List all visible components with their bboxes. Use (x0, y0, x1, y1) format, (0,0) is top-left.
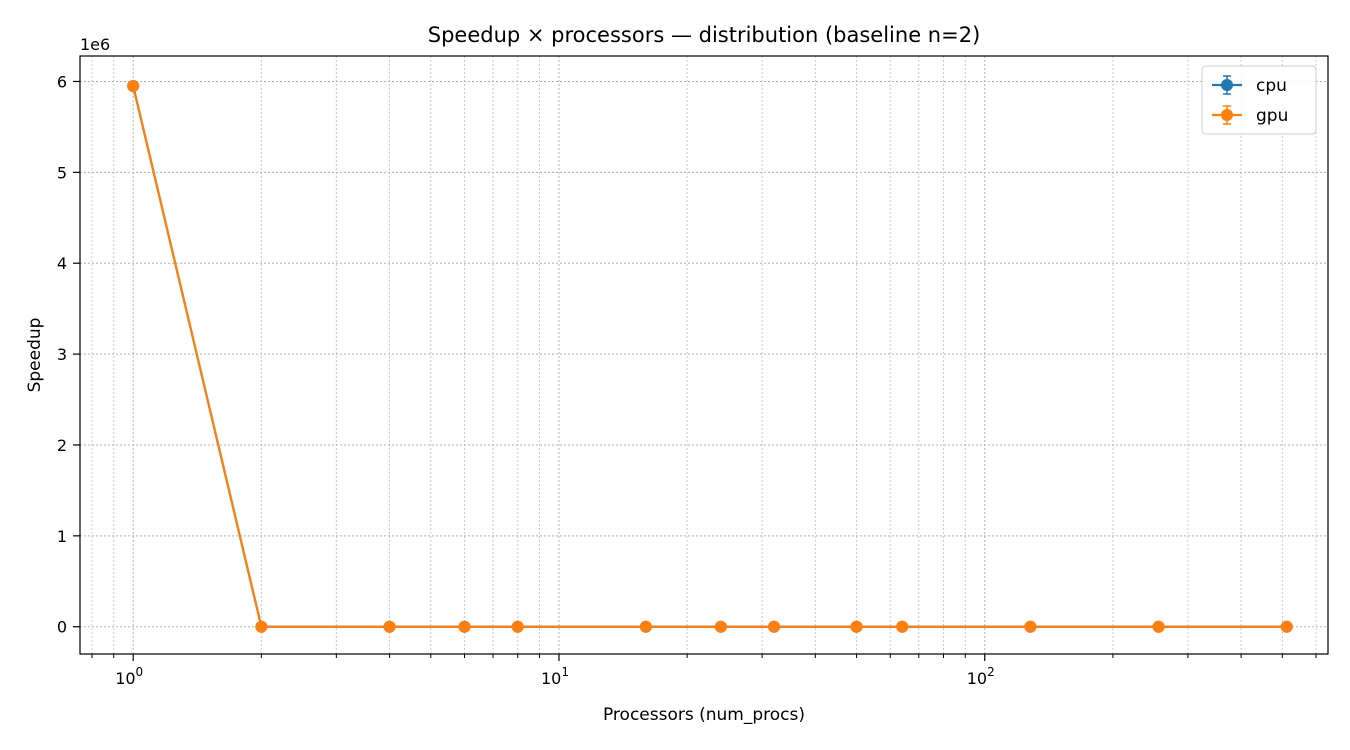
data-point-gpu (768, 620, 781, 633)
data-point-gpu (850, 620, 863, 633)
legend: cpu gpu (1201, 65, 1317, 135)
y-axis-label: Speedup (25, 318, 45, 393)
data-point-gpu (1152, 620, 1165, 633)
series-layer (127, 79, 1293, 633)
plot-frame (79, 55, 1329, 655)
legend-entry-cpu: cpu (1212, 75, 1287, 96)
axis-ticks: 100 101 102 0 1 2 3 4 5 6 (57, 72, 1317, 688)
y-tick-label: 4 (57, 254, 67, 273)
data-point-gpu (511, 620, 524, 633)
data-point-gpu (255, 620, 268, 633)
legend-entry-gpu: gpu (1212, 105, 1288, 126)
data-point-gpu (458, 620, 471, 633)
x-axis-label: Processors (num_procs) (603, 705, 805, 725)
x-tick-label: 101 (541, 665, 569, 688)
y-tick-label: 5 (57, 163, 67, 182)
legend-marker (1221, 79, 1233, 91)
data-point-gpu (639, 620, 652, 633)
y-tick-label: 2 (57, 436, 67, 455)
y-tick-label: 1 (57, 527, 67, 546)
y-axis-offset-label: 1e6 (80, 35, 110, 54)
x-tick-label: 100 (115, 665, 143, 688)
y-tick-label: 0 (57, 618, 67, 637)
y-tick-label: 6 (57, 72, 67, 91)
data-point-gpu (383, 620, 396, 633)
data-point-gpu (1024, 620, 1037, 633)
data-point-gpu (896, 620, 909, 633)
y-tick-label: 3 (57, 345, 67, 364)
data-point-gpu (714, 620, 727, 633)
data-point-gpu (1280, 620, 1293, 633)
legend-marker (1221, 109, 1233, 121)
legend-label: cpu (1256, 76, 1287, 96)
x-tick-label: 102 (967, 665, 995, 688)
legend-label: gpu (1256, 106, 1288, 126)
chart-title: Speedup × processors — distribution (bas… (428, 23, 981, 47)
data-point-gpu (127, 79, 140, 92)
